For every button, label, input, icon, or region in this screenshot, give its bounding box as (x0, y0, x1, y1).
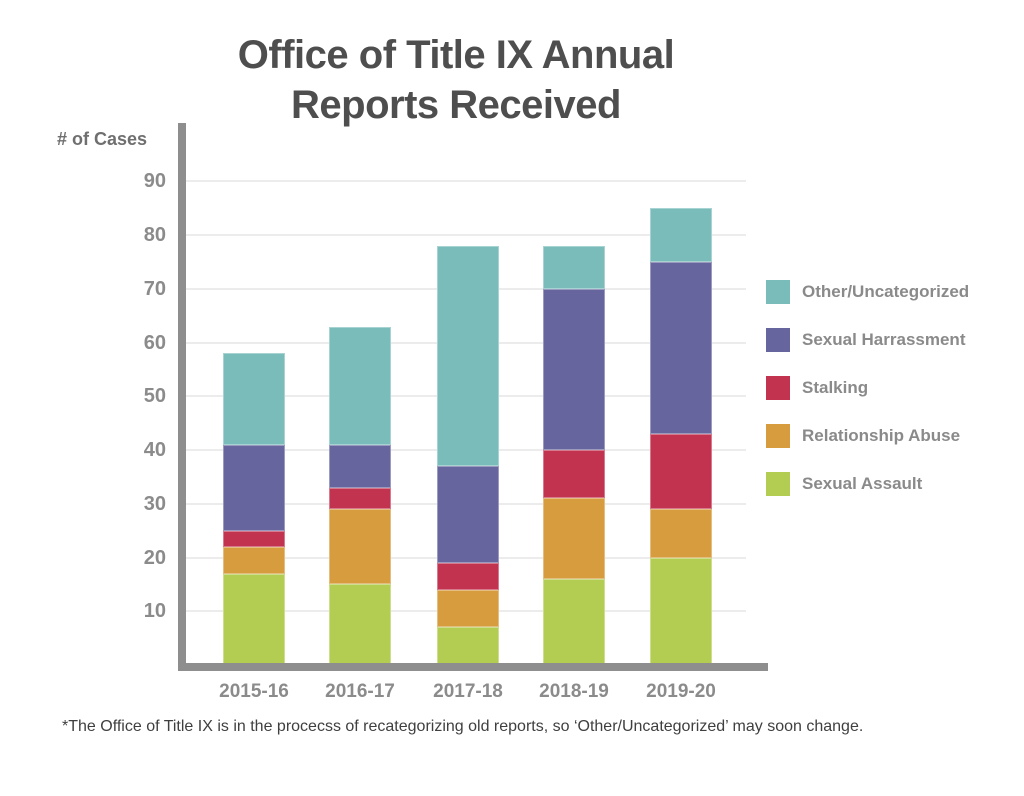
bar-segment-sexual-assault-2015-16 (223, 573, 285, 665)
y-tick-90: 90 (143, 170, 166, 193)
bar-segment-other-uncategorized-2015-16 (223, 353, 285, 445)
x-tick-2019-20: 2019-20 (646, 681, 716, 702)
bar-segment-stalking-2015-16 (223, 530, 285, 547)
y-tick-10: 10 (143, 600, 166, 623)
bar-segment-sexual-harrassment-2016-17 (329, 444, 391, 488)
y-axis-line (178, 123, 186, 671)
legend-label-relationship-abuse: Relationship Abuse (802, 426, 961, 445)
y-tick-80: 80 (143, 224, 166, 247)
bar-segment-other-uncategorized-2017-18 (437, 245, 499, 467)
chart-title: Office of Title IX Annual Reports Receiv… (0, 30, 912, 130)
bar-segment-relationship-abuse-2018-19 (543, 498, 605, 579)
y-tick-40: 40 (143, 439, 166, 462)
legend-label-sexual-harrassment: Sexual Harrassment (802, 330, 966, 349)
legend-swatch-stalking (766, 376, 790, 400)
bar-segment-stalking-2016-17 (329, 487, 391, 510)
bar-segment-stalking-2018-19 (543, 450, 605, 499)
bar-segment-stalking-2017-18 (437, 562, 499, 590)
y-axis-label: # of Cases (57, 129, 148, 149)
bar-segment-sexual-harrassment-2015-16 (223, 444, 285, 531)
y-tick-20: 20 (143, 546, 166, 569)
bar-segment-stalking-2019-20 (650, 433, 712, 510)
bar-segment-other-uncategorized-2019-20 (650, 208, 712, 262)
bar-segment-relationship-abuse-2015-16 (223, 546, 285, 574)
legend-swatch-sexual-harrassment (766, 328, 790, 352)
chart-title-line2: Reports Received (291, 83, 621, 127)
x-tick-2017-18: 2017-18 (433, 681, 503, 702)
y-tick-30: 30 (143, 492, 166, 515)
legend-label-other-uncategorized: Other/Uncategorized (802, 282, 970, 301)
bar-segment-sexual-harrassment-2018-19 (543, 288, 605, 451)
bar-segment-sexual-harrassment-2017-18 (437, 466, 499, 563)
bar-segment-sexual-assault-2018-19 (543, 579, 605, 665)
gridline-80 (186, 234, 746, 237)
bar-segment-relationship-abuse-2017-18 (437, 589, 499, 628)
gridline-90 (186, 180, 746, 183)
x-tick-2015-16: 2015-16 (219, 681, 289, 702)
legend-swatch-sexual-assault (766, 472, 790, 496)
x-axis-line (178, 663, 768, 671)
bar-segment-relationship-abuse-2019-20 (650, 509, 712, 558)
legend-swatch-relationship-abuse (766, 424, 790, 448)
y-tick-60: 60 (143, 331, 166, 354)
bar-segment-other-uncategorized-2016-17 (329, 326, 391, 445)
x-tick-2018-19: 2018-19 (539, 681, 609, 702)
bar-segment-sexual-assault-2016-17 (329, 584, 391, 665)
bar-segment-sexual-assault-2019-20 (650, 557, 712, 665)
y-tick-70: 70 (143, 277, 166, 300)
bar-segment-relationship-abuse-2016-17 (329, 509, 391, 585)
legend-label-stalking: Stalking (802, 378, 869, 397)
chart-title-line1: Office of Title IX Annual (237, 33, 675, 77)
footnote: *The Office of Title IX is in the procec… (62, 718, 864, 735)
bar-segment-sexual-harrassment-2019-20 (650, 262, 712, 434)
legend-label-sexual-assault: Sexual Assault (802, 474, 923, 493)
legend-swatch-other-uncategorized (766, 280, 790, 304)
bar-segment-sexual-assault-2017-18 (437, 627, 499, 665)
bar-segment-other-uncategorized-2018-19 (543, 245, 605, 289)
y-tick-50: 50 (143, 385, 166, 408)
x-tick-2016-17: 2016-17 (325, 681, 395, 702)
